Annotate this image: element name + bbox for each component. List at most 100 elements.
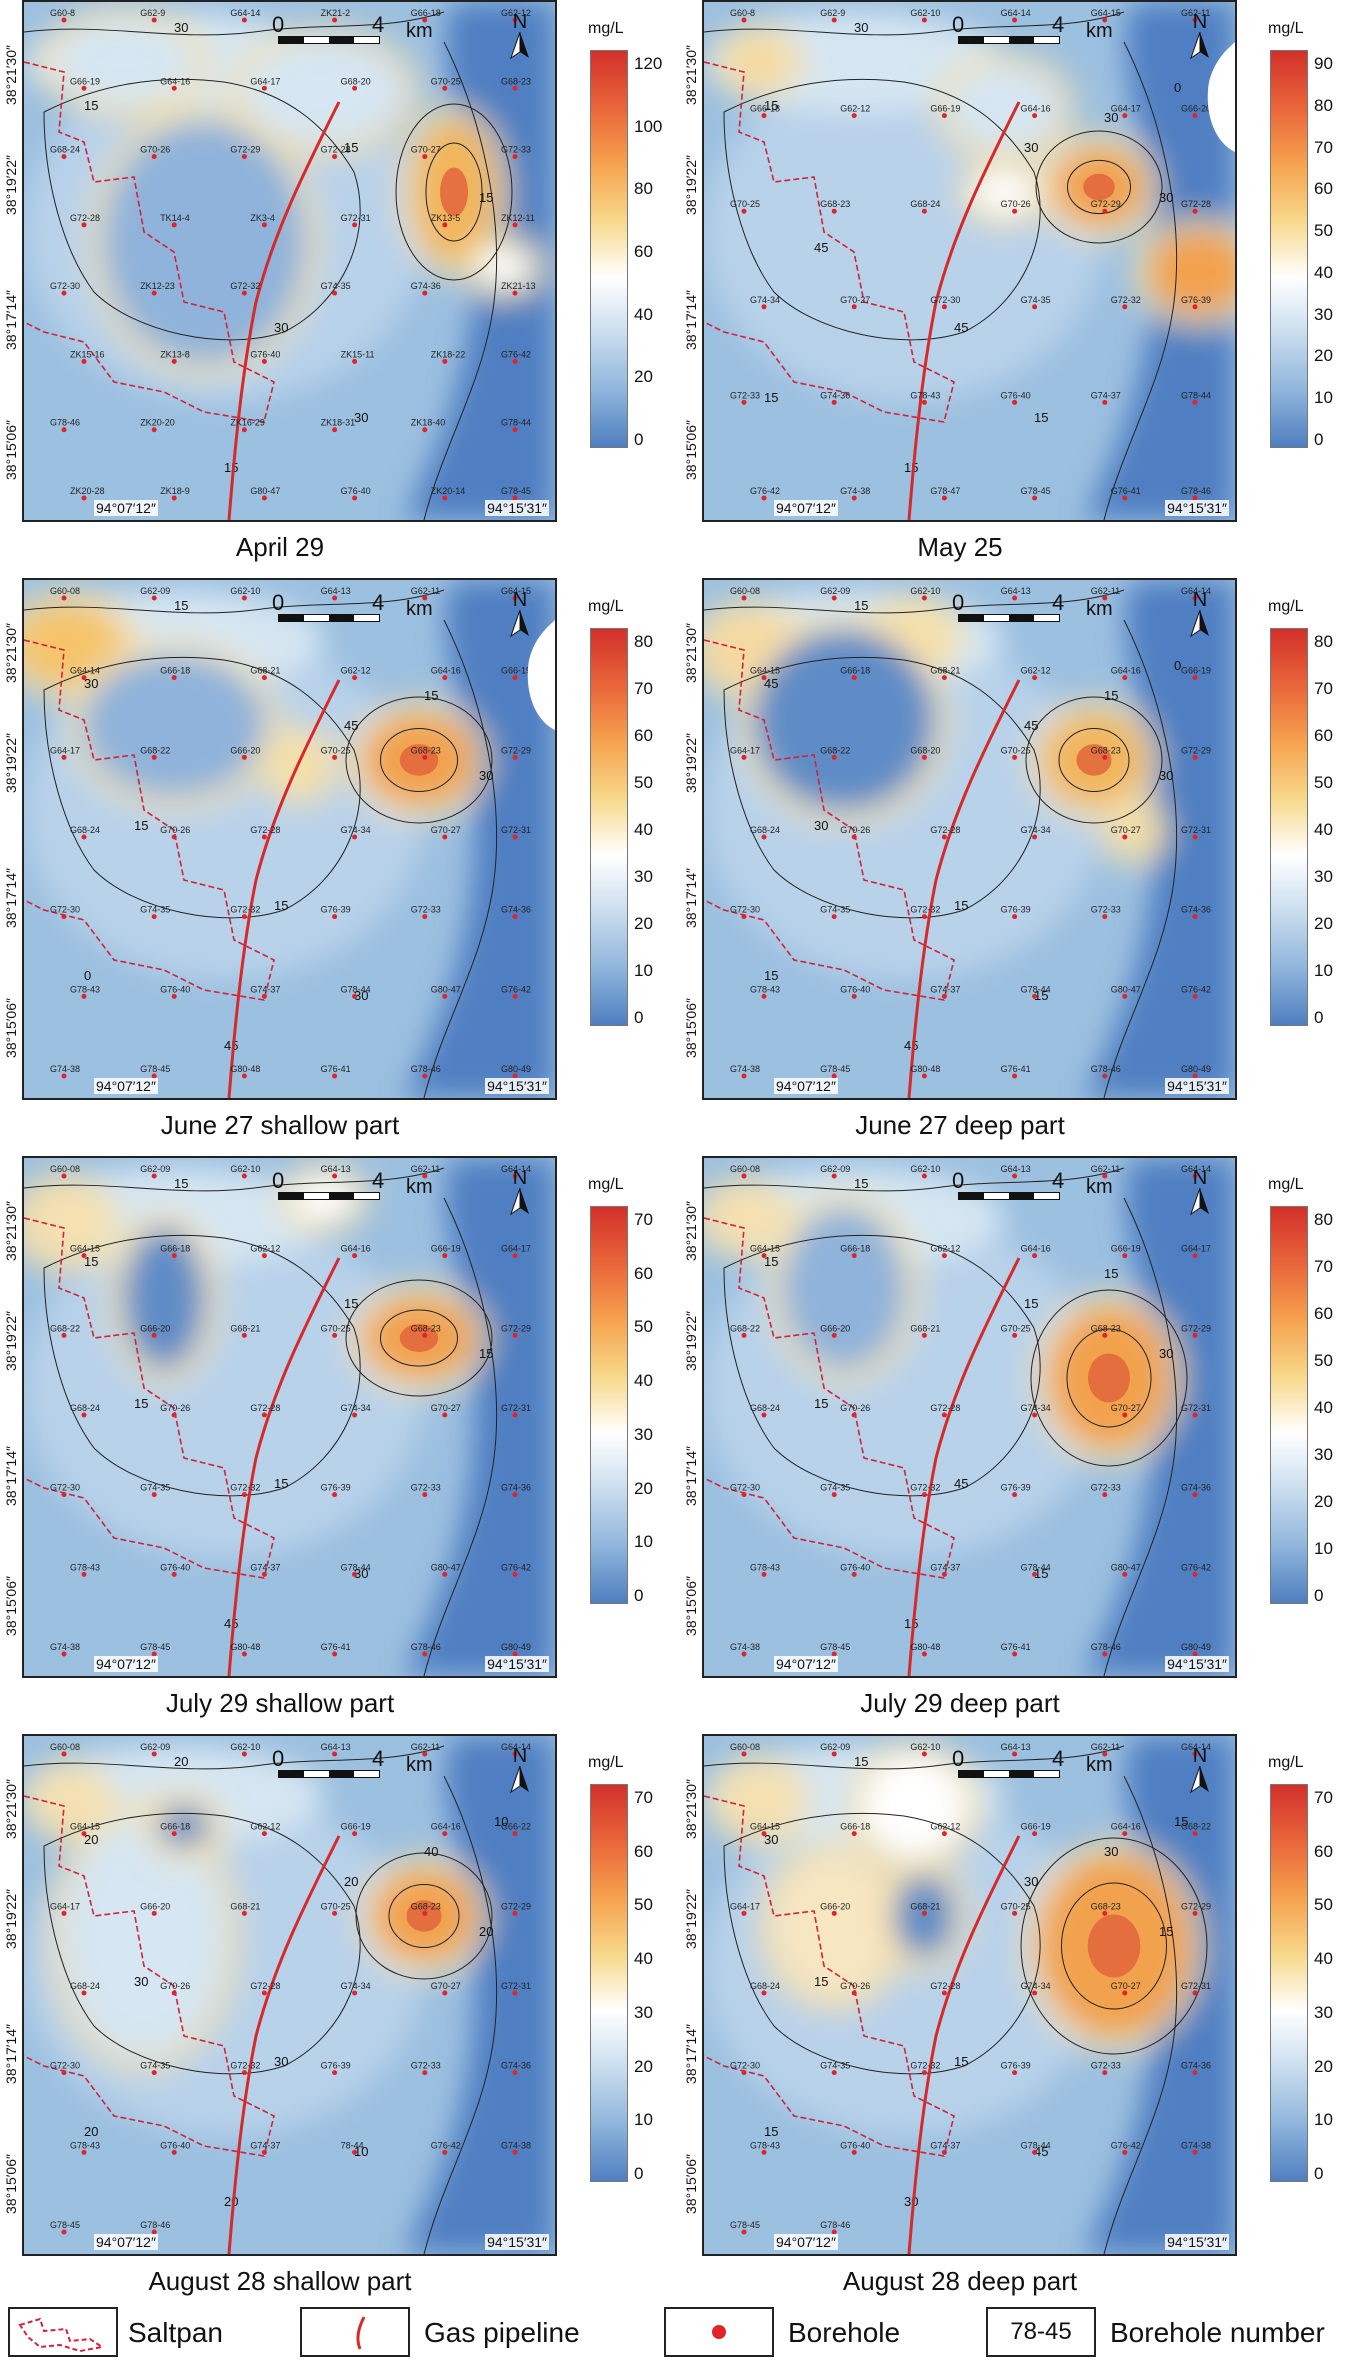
borehole-marker <box>1012 399 1018 405</box>
borehole-number: G80-49 <box>501 1064 531 1074</box>
borehole-number: G64-16 <box>431 1822 461 1832</box>
borehole-number: ZK12-11 <box>501 213 535 223</box>
colorbar-tick: 70 <box>1314 137 1333 157</box>
borehole-marker <box>761 1990 767 1996</box>
colorbar-tick: 0 <box>1314 1586 1324 1605</box>
borehole-marker <box>512 1332 518 1338</box>
borehole-marker <box>851 1412 857 1418</box>
borehole-number: G70-27 <box>431 1981 461 1991</box>
colorbar-tick: 50 <box>1314 773 1333 792</box>
colorbar-tick: 30 <box>634 2002 653 2022</box>
colorbar-tick: 60 <box>1314 726 1333 745</box>
borehole-marker <box>442 2149 448 2155</box>
colorbar-tick: 40 <box>1314 1949 1333 1969</box>
borehole-number: G66-20 <box>820 1323 850 1333</box>
borehole-marker <box>1192 993 1198 999</box>
borehole-marker <box>61 1751 67 1757</box>
borehole-number: G62-09 <box>820 1742 850 1752</box>
colorbar-tick: 80 <box>1314 632 1333 651</box>
gas-pipeline <box>907 679 1021 1098</box>
borehole-number: G72-30 <box>50 281 80 291</box>
contour-label: 45 <box>954 1476 968 1491</box>
borehole-number: G78-43 <box>910 390 940 400</box>
borehole-number: G74-38 <box>50 1064 80 1074</box>
saltpan-boundary <box>704 61 955 423</box>
borehole-number: G66-18 <box>840 1244 870 1254</box>
borehole-number: G68-24 <box>50 145 80 155</box>
saltpan-boundary <box>24 1217 275 1579</box>
latitude-text: 38°17′14″ <box>683 868 699 928</box>
borehole-marker <box>1102 1492 1108 1498</box>
borehole-marker <box>241 154 247 160</box>
colorbar-tick: 80 <box>1314 95 1333 115</box>
borehole-number: G72-29 <box>501 745 531 755</box>
latitude-text: 38°15′06″ <box>3 2154 19 2214</box>
borehole-marker <box>332 427 338 433</box>
borehole-marker <box>512 993 518 999</box>
borehole-marker <box>512 358 518 364</box>
borehole-marker <box>512 1492 518 1498</box>
borehole-number: G68-22 <box>820 745 850 755</box>
borehole-marker <box>512 427 518 433</box>
borehole-number: G64-13 <box>321 586 351 596</box>
borehole-number: G74-34 <box>341 1403 371 1413</box>
colorbar-tick: 70 <box>634 1788 653 1807</box>
contour-label: 20 <box>174 1754 188 1769</box>
borehole-marker <box>61 290 67 296</box>
borehole-number: G78-46 <box>1091 1064 1121 1074</box>
latitude-text: 38°21′30″ <box>3 623 19 683</box>
borehole-marker <box>1192 1253 1198 1259</box>
borehole-number: G74-37 <box>930 984 960 994</box>
contour-label: 20 <box>344 1874 358 1889</box>
latitude-label: 38°15′06″ <box>680 1551 702 1661</box>
borehole-number: G66-19 <box>501 666 531 676</box>
borehole-number: ZK20-28 <box>70 486 105 496</box>
borehole-marker <box>1032 993 1038 999</box>
panel-caption: July 29 deep part <box>860 1688 1060 1718</box>
borehole-marker <box>81 675 87 681</box>
borehole-number: G68-23 <box>1091 745 1121 755</box>
colorbar-tick: 30 <box>634 867 653 886</box>
hotspot-core <box>399 1324 439 1352</box>
longitude-right: 94°15′31″ <box>485 1656 549 1672</box>
borehole-number: G68-24 <box>750 1981 780 1991</box>
latitude-label: 38°17′14″ <box>680 1421 702 1531</box>
borehole-number: G62-11 <box>1091 1742 1120 1752</box>
borehole-number: G64-16 <box>341 1244 371 1254</box>
borehole-number: G72-29 <box>1181 1901 1211 1911</box>
borehole-number: G70-25 <box>321 1323 351 1333</box>
borehole-number: G64-13 <box>321 1164 351 1174</box>
borehole-number: G62-12 <box>341 666 371 676</box>
contour-label: 15 <box>274 898 288 913</box>
borehole-marker <box>941 834 947 840</box>
borehole-marker <box>831 17 837 23</box>
borehole-marker <box>61 17 67 23</box>
contour-label: 15 <box>174 1176 188 1191</box>
contour-lines <box>24 1167 498 1676</box>
colorbar-tick: 40 <box>1314 1398 1333 1417</box>
borehole-number: G72-33 <box>411 2061 441 2071</box>
borehole-number: G74-36 <box>501 2061 531 2071</box>
borehole-marker <box>921 1073 927 1079</box>
scale-zero: 0 <box>952 12 965 37</box>
borehole-number: G66-22 <box>501 1822 531 1832</box>
borehole-marker <box>61 1332 67 1338</box>
contour-label: 30 <box>1024 140 1038 155</box>
latitude-label: 38°17′14″ <box>0 843 22 953</box>
borehole-number: G78-43 <box>70 984 100 994</box>
panel-caption: May 25 <box>917 532 1003 562</box>
borehole-marker <box>512 1571 518 1577</box>
borehole-marker <box>422 914 428 920</box>
borehole-marker <box>1012 1492 1018 1498</box>
contour-label: 15 <box>84 98 98 113</box>
borehole-marker <box>761 993 767 999</box>
colorbar-tick: 60 <box>1314 1304 1333 1323</box>
borehole-number: G72-31 <box>501 1403 531 1413</box>
contour-label: 15 <box>854 1176 868 1191</box>
contour-map: 15 15 15 45 30 15 15 15 15 G60-08 G62-09 G62-10 G64-… <box>702 1156 1237 1678</box>
borehole-number: G64-16 <box>1021 104 1051 114</box>
borehole-marker <box>1122 113 1128 119</box>
borehole-number: G60-08 <box>50 1164 80 1174</box>
borehole-number: G74-37 <box>930 2140 960 2150</box>
